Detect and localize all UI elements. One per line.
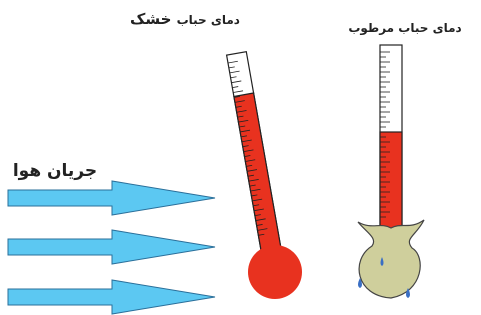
dry-bulb-prefix: دمای حباب [177,13,240,27]
wet-thermometer [358,45,424,298]
dry-bulb-title: دمای حباب خشک [130,9,240,28]
air-flow-label: جریان هوا [13,161,97,181]
page: دمای حباب خشک دمای حباب مرطوب جریان هوا … [0,0,481,315]
arrow [8,280,215,314]
wet-wick [358,220,424,298]
air-arrows [8,181,215,314]
dry-thermometer [210,49,306,304]
wet-bulb-title: دمای حباب مرطوب [348,21,461,36]
arrow [8,230,215,264]
dry-bulb-emphasis: خشک [130,10,171,28]
diagram: دمای حباب خشک دمای حباب مرطوب جریان هوا [0,0,481,315]
arrow [8,181,215,215]
